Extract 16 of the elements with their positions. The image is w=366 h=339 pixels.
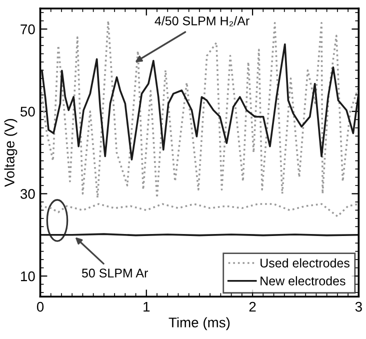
x-tick-label: 1 [144,302,150,312]
x-tick-label: 2 [249,302,256,312]
annotation: 4/50 SLPM H₂/Ar [154,16,250,26]
x-axis-title: Time (ms) [168,317,230,330]
y-tick-label: 30 [20,189,35,199]
y-tick-label: 50 [20,106,35,117]
legend-label: New electrodes [260,276,346,286]
line-series [41,43,359,160]
y-axis-title: Voltage (V) [4,119,18,187]
annotation: 50 SLPM Ar [82,268,148,278]
line-series [40,203,359,218]
x-tick-label: 3 [355,302,362,312]
y-tick-label: 70 [20,24,35,34]
y-tick-label: 10 [21,271,35,282]
legend-label: Used electrodes [260,258,350,268]
x-tick-label: 0 [36,302,44,312]
